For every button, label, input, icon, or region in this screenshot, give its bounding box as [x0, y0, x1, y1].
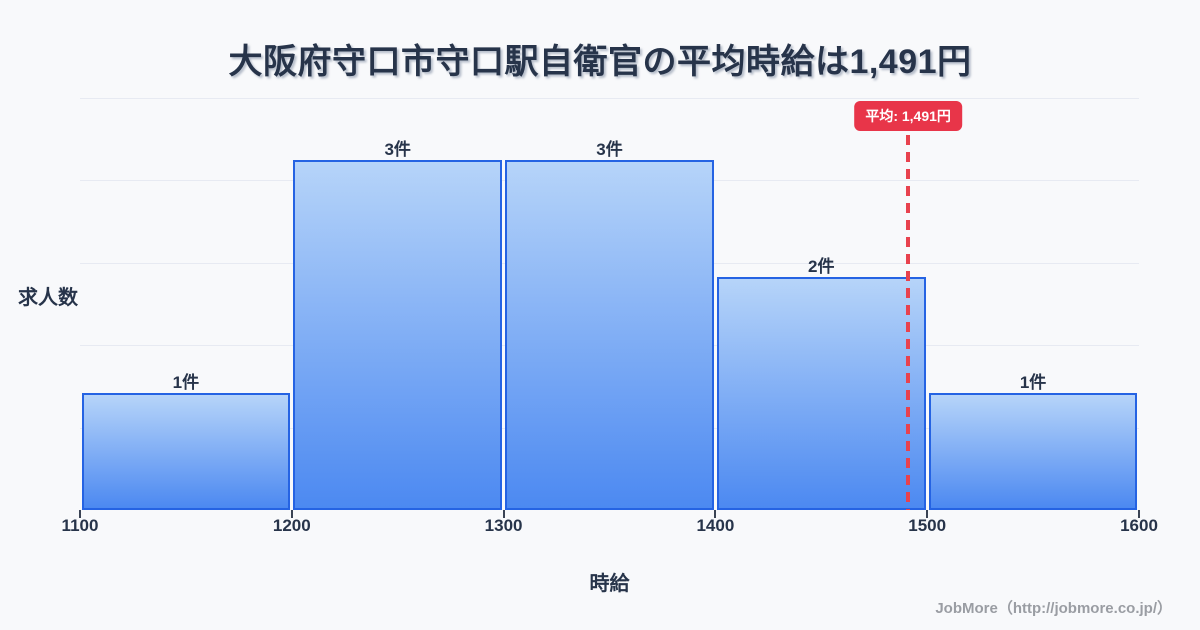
x-tick [502, 510, 505, 518]
bar-count-label: 3件 [384, 139, 411, 159]
x-axis-label: 時給 [589, 573, 630, 595]
bar-count-label: 2件 [808, 256, 835, 276]
bar-1400-1500 [716, 276, 926, 510]
bar-1200-1300 [293, 159, 503, 510]
x-tick-label: 1300 [484, 516, 523, 535]
x-tick-label: 1600 [1120, 516, 1158, 535]
x-tick [926, 510, 929, 518]
gridline [80, 98, 1139, 99]
x-tick-label: 1200 [272, 516, 311, 535]
bar-count-label: 1件 [172, 373, 200, 393]
x-tick-label: 1500 [908, 516, 947, 535]
x-tick-label: 1400 [696, 516, 735, 535]
bar-1300-1400 [505, 159, 714, 510]
y-axis-label: 求人数 [18, 287, 78, 309]
x-tick [1138, 510, 1140, 518]
bar-count-label: 1件 [1019, 373, 1047, 393]
bar-count-label: 3件 [596, 139, 623, 159]
x-tick [290, 510, 293, 518]
bar-1500-1600 [928, 393, 1138, 510]
x-tick [79, 510, 81, 518]
average-badge: 平均: 1,491円 [854, 101, 962, 131]
chart-title: 大阪府守口市守口駅自衛官の平均時給は1,491円 [228, 43, 972, 81]
x-tick-label: 1100 [61, 516, 99, 535]
x-tick [714, 510, 717, 518]
footer-credit: JobMore（http://jobmore.co.jp/） [935, 600, 1172, 617]
bar-1100-1200 [81, 393, 291, 510]
average-line [906, 135, 911, 510]
